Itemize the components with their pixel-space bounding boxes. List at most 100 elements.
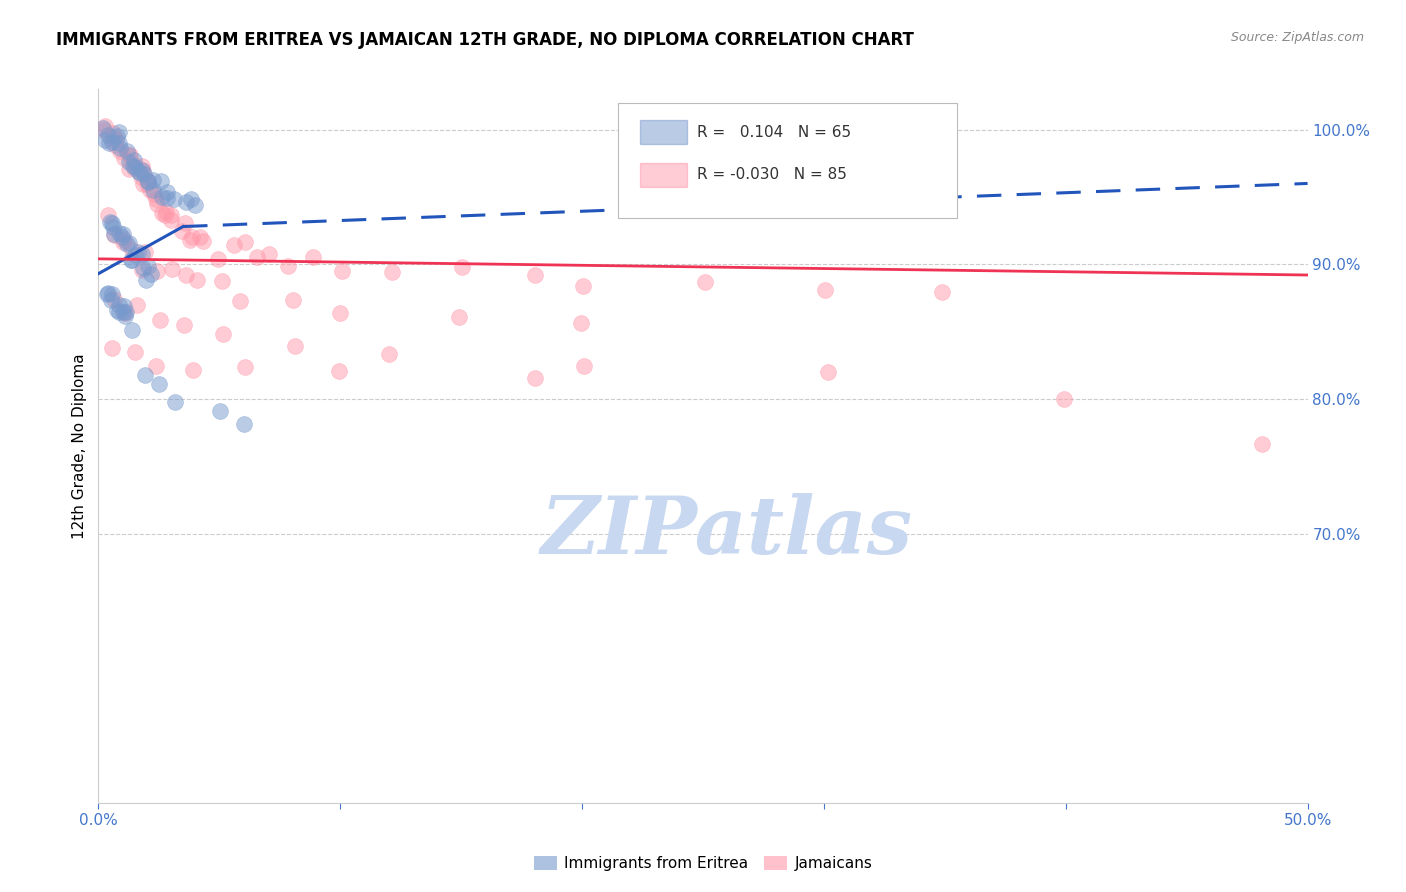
- Point: [134, 245, 156, 260]
- Point: [108, 125, 131, 139]
- Point: [121, 243, 143, 257]
- Point: [148, 376, 170, 391]
- Point: [1250, 437, 1272, 451]
- Point: [131, 263, 153, 277]
- Point: [181, 230, 204, 244]
- Point: [101, 287, 124, 301]
- Point: [145, 359, 167, 373]
- Point: [117, 144, 139, 158]
- FancyBboxPatch shape: [619, 103, 957, 218]
- Point: [97, 286, 120, 301]
- Point: [111, 227, 134, 241]
- Point: [136, 174, 159, 188]
- Point: [114, 306, 136, 320]
- Point: [118, 162, 141, 177]
- Point: [233, 360, 256, 375]
- Point: [188, 230, 211, 244]
- Point: [103, 227, 125, 241]
- Point: [156, 191, 179, 205]
- Point: [122, 159, 145, 173]
- Point: [97, 208, 120, 222]
- Point: [101, 127, 124, 141]
- Point: [127, 244, 149, 259]
- Point: [142, 172, 165, 186]
- Point: [193, 234, 215, 248]
- Point: [817, 365, 839, 379]
- Point: [145, 264, 167, 278]
- Text: ZIPatlas: ZIPatlas: [541, 493, 914, 570]
- Point: [136, 173, 159, 187]
- Point: [277, 259, 299, 273]
- Point: [330, 264, 353, 278]
- FancyBboxPatch shape: [640, 162, 688, 187]
- Point: [451, 260, 474, 275]
- Point: [97, 128, 120, 142]
- Point: [1053, 392, 1076, 406]
- Point: [146, 196, 169, 211]
- Point: [93, 120, 115, 135]
- Point: [124, 345, 146, 359]
- Point: [97, 136, 120, 151]
- Point: [160, 261, 183, 276]
- Point: [105, 128, 128, 143]
- Point: [208, 404, 231, 418]
- Point: [229, 293, 252, 308]
- Point: [93, 123, 115, 137]
- Point: [693, 275, 716, 289]
- Point: [232, 417, 254, 432]
- Point: [115, 236, 138, 251]
- Point: [107, 226, 129, 240]
- Point: [128, 166, 150, 180]
- Point: [131, 247, 153, 261]
- Point: [931, 285, 953, 300]
- Point: [283, 293, 305, 307]
- Point: [150, 205, 173, 219]
- Point: [160, 212, 183, 227]
- Point: [108, 298, 131, 312]
- Point: [112, 298, 135, 312]
- Point: [100, 215, 122, 229]
- Point: [104, 132, 127, 146]
- Point: [103, 293, 125, 307]
- Legend: Immigrants from Eritrea, Jamaicans: Immigrants from Eritrea, Jamaicans: [527, 850, 879, 877]
- Point: [112, 151, 135, 165]
- Point: [115, 304, 138, 318]
- Point: [131, 159, 153, 173]
- Point: [180, 192, 202, 206]
- Point: [108, 145, 131, 159]
- Text: Source: ZipAtlas.com: Source: ZipAtlas.com: [1230, 31, 1364, 45]
- Point: [134, 368, 156, 383]
- Point: [93, 133, 115, 147]
- Point: [139, 267, 162, 281]
- Point: [302, 250, 325, 264]
- Point: [118, 154, 141, 169]
- Point: [159, 208, 181, 222]
- Point: [101, 219, 124, 234]
- Point: [111, 235, 134, 249]
- Point: [170, 224, 193, 238]
- Point: [224, 238, 246, 252]
- Text: R =   0.104   N = 65: R = 0.104 N = 65: [697, 125, 851, 139]
- Point: [132, 164, 155, 178]
- FancyBboxPatch shape: [640, 120, 688, 145]
- Point: [138, 259, 160, 273]
- Point: [163, 395, 186, 409]
- Y-axis label: 12th Grade, No Diploma: 12th Grade, No Diploma: [72, 353, 87, 539]
- Point: [449, 310, 471, 325]
- Point: [101, 136, 124, 150]
- Point: [129, 170, 152, 185]
- Point: [111, 230, 134, 244]
- Point: [118, 148, 141, 162]
- Point: [235, 235, 257, 250]
- Point: [150, 190, 173, 204]
- Point: [569, 317, 592, 331]
- Point: [381, 265, 404, 279]
- Point: [107, 136, 129, 151]
- Point: [149, 174, 172, 188]
- Point: [329, 306, 352, 320]
- Point: [120, 252, 142, 267]
- Point: [155, 205, 177, 219]
- Point: [135, 273, 157, 287]
- Point: [108, 141, 131, 155]
- Point: [112, 305, 135, 319]
